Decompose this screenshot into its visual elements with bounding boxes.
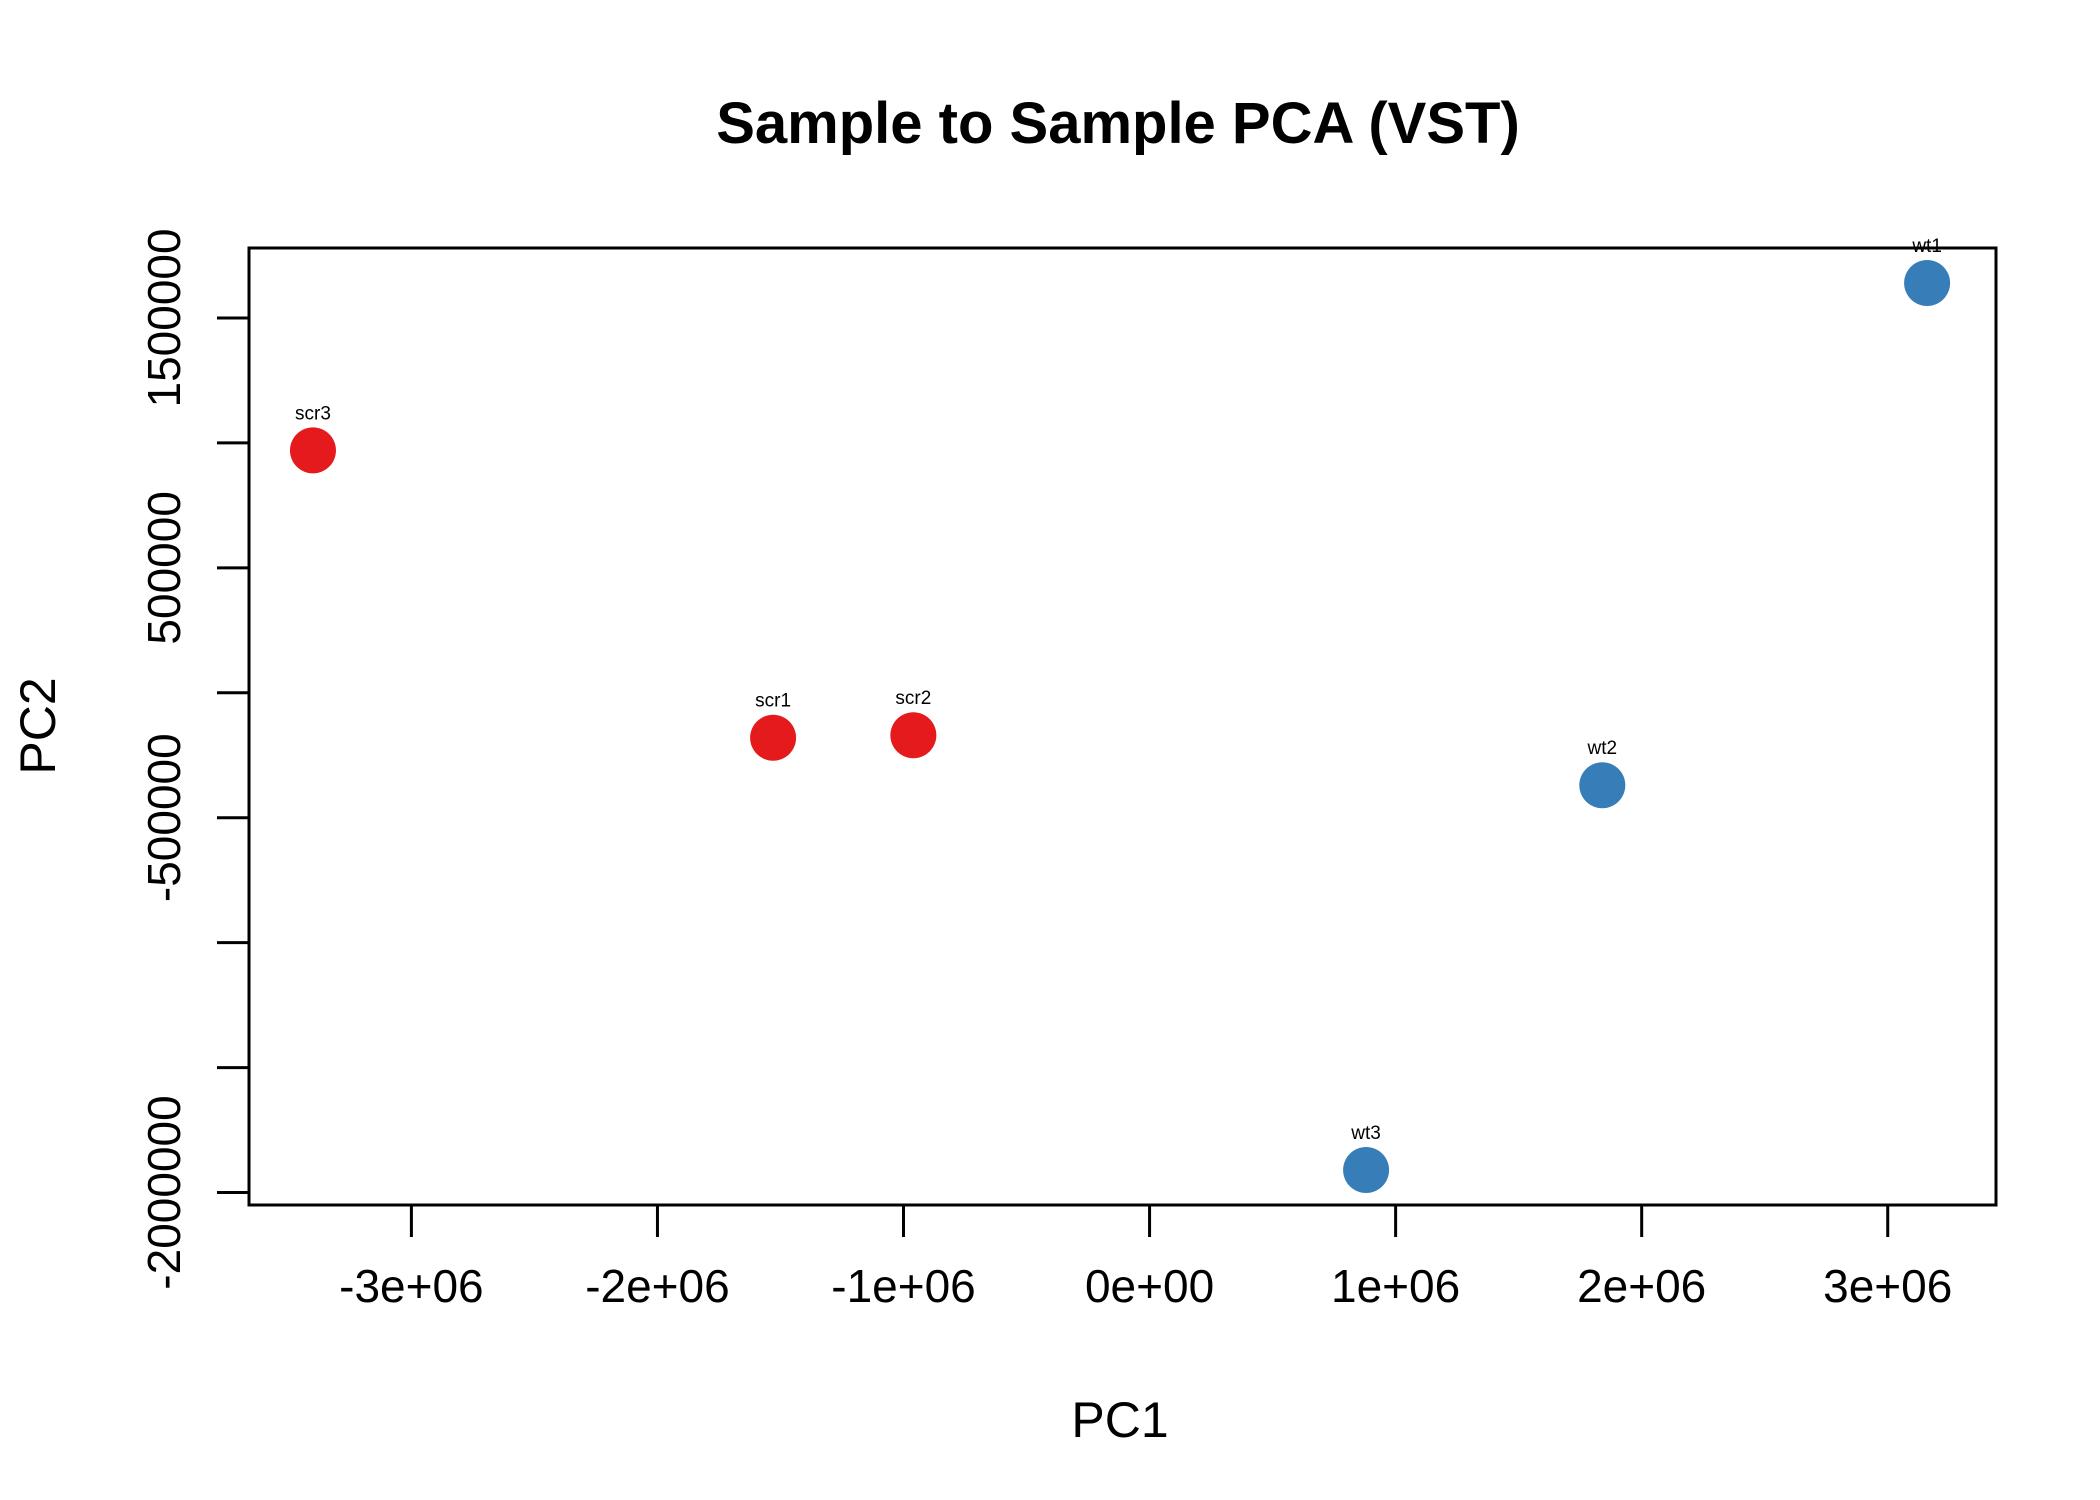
data-point-scr2 (890, 712, 937, 759)
point-label-scr2: scr2 (895, 688, 931, 709)
data-point-scr1 (750, 714, 797, 761)
data-point-wt2 (1579, 762, 1626, 809)
y-tick-label: 1500000 (138, 228, 190, 407)
y-tick-label: -500000 (138, 733, 190, 902)
point-label-wt2: wt2 (1587, 738, 1618, 759)
point-label-scr3: scr3 (295, 403, 331, 424)
plot-area-border (247, 246, 1998, 1207)
x-axis: -3e+06 -2e+06 -1e+06 0e+00 1e+06 2e+06 3e+06 (339, 1203, 1952, 1312)
x-tick-label: 2e+06 (1577, 1260, 1706, 1312)
point-label-scr1: scr1 (755, 691, 791, 712)
y-tick-label: -2000000 (138, 1095, 190, 1289)
x-axis-title: PC1 (1071, 1392, 1168, 1448)
x-tick-label: 1e+06 (1331, 1260, 1460, 1312)
x-tick-label: 3e+06 (1823, 1260, 1952, 1312)
data-point-wt1 (1904, 259, 1951, 306)
x-tick-label: -1e+06 (831, 1260, 976, 1312)
x-tick-label: -2e+06 (585, 1260, 730, 1312)
point-label-wt1: wt1 (1911, 236, 1942, 257)
data-points: scr3 scr1 scr2 wt1 wt2 wt3 (289, 236, 1951, 1194)
x-tick-label: -3e+06 (339, 1260, 484, 1312)
data-point-wt3 (1343, 1147, 1390, 1194)
chart-title: Sample to Sample PCA (VST) (716, 91, 1520, 156)
y-axis-title: PC2 (10, 677, 66, 774)
y-tick-label: 500000 (138, 491, 190, 645)
x-tick-label: 0e+00 (1085, 1260, 1214, 1312)
point-label-wt3: wt3 (1350, 1123, 1381, 1144)
data-point-scr3 (289, 427, 336, 474)
y-axis: -2000000 -500000 500000 1500000 (138, 228, 251, 1290)
